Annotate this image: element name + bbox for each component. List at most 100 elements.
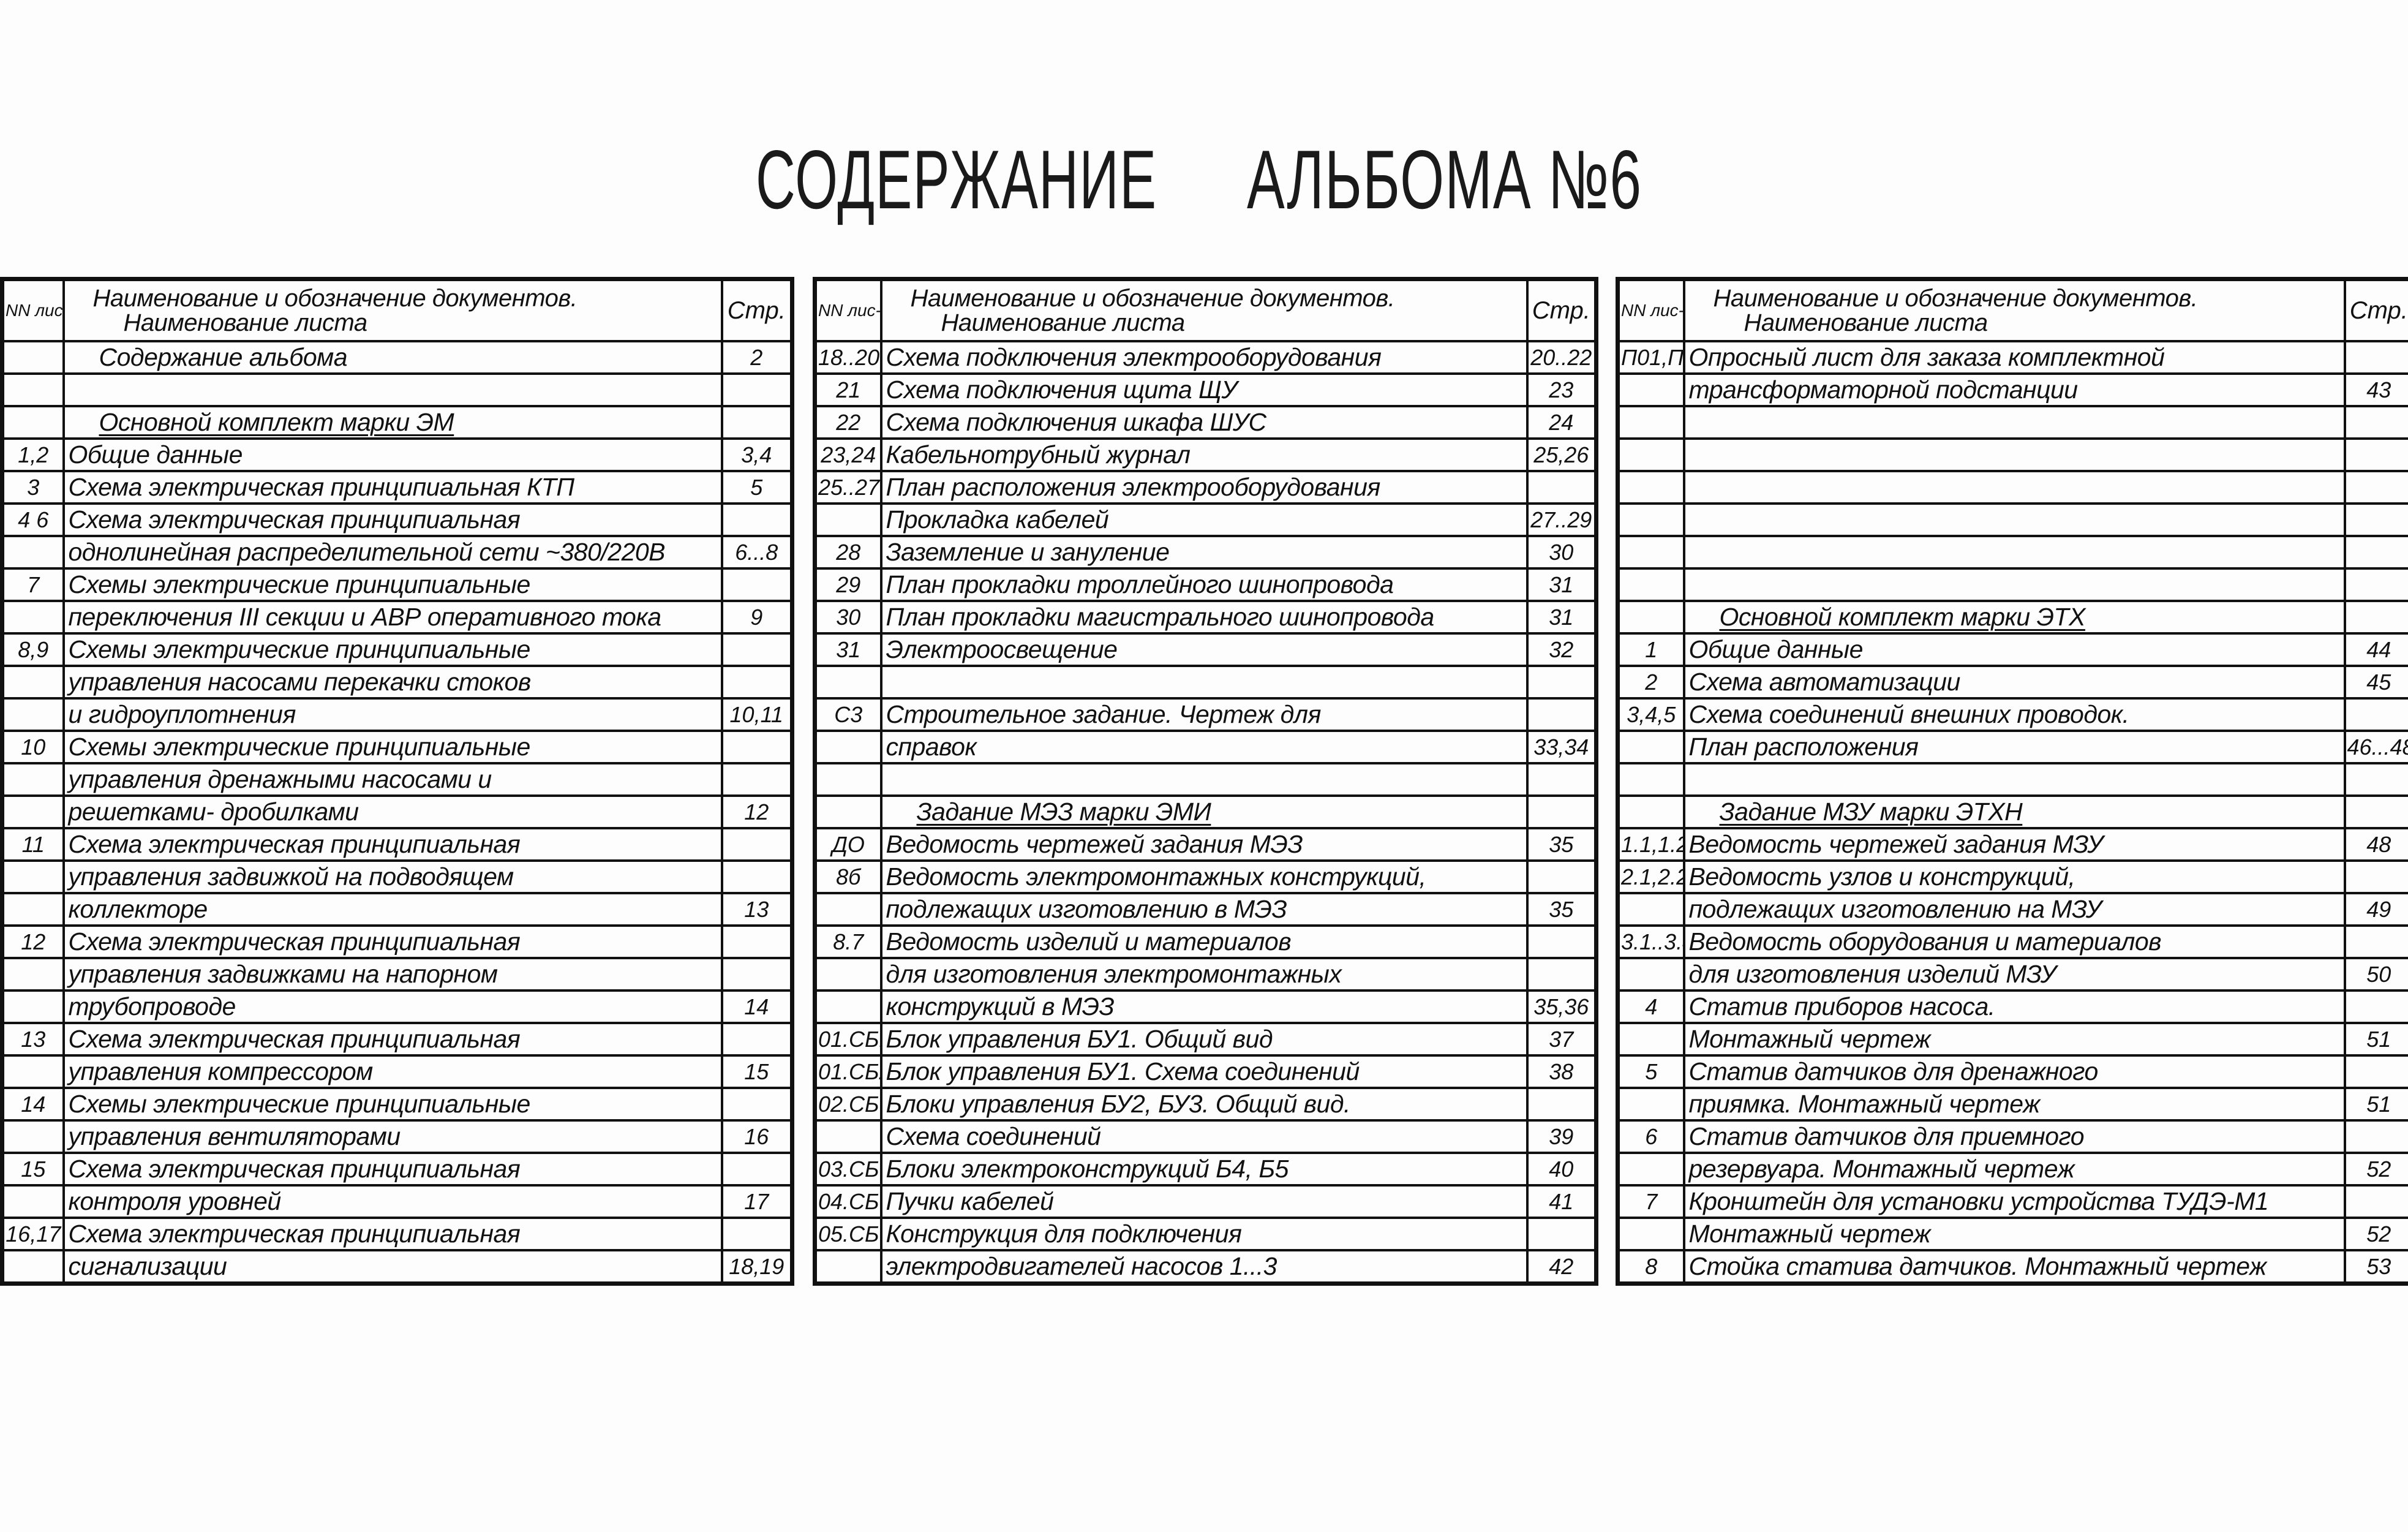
document-name-text: Схема подключения электрооборудования <box>886 343 1382 371</box>
table-row: управления вентиляторами 16 <box>1 1119 794 1154</box>
page-number <box>2343 762 2408 797</box>
document-name: резервуара. Монтажный чертеж <box>1682 1152 2346 1187</box>
sheet-number <box>1 1119 65 1154</box>
document-name-text: Схема автоматизации <box>1688 668 1961 696</box>
document-name-text: резервуара. Монтажный чертеж <box>1688 1155 2075 1183</box>
page-number <box>1526 859 1598 894</box>
document-name-text: управления дренажными насосами и <box>68 765 492 793</box>
document-name-text: Схема соединений внешних проводок. <box>1688 700 2130 728</box>
document-name <box>1682 762 2346 797</box>
sheet-number: 30 <box>813 600 882 635</box>
table-row: 25..27 План расположения электрооборудова… <box>813 470 1598 505</box>
table-row: Монтажный чертеж 52 <box>1616 1217 2408 1251</box>
page-number <box>2343 340 2408 375</box>
page-number: 9 <box>720 600 794 635</box>
document-name: электродвигателей насосов 1...3 <box>879 1249 1529 1285</box>
page-number: 16 <box>720 1119 794 1154</box>
document-name-text: Прокладка кабелей <box>886 505 1109 534</box>
document-name-text: управления вентиляторами <box>68 1122 401 1150</box>
sheet-number <box>1616 1022 1685 1057</box>
header-document-name: Наименование и обозначение документов. На… <box>1682 277 2346 342</box>
sheet-number: 15 <box>1 1152 65 1187</box>
document-name: Кронштейн для установки устройства ТУДЭ-… <box>1682 1184 2346 1219</box>
document-name-text: Схемы электрические принципиальные <box>68 570 531 598</box>
document-name: Монтажный чертеж <box>1682 1022 2346 1057</box>
document-name <box>879 665 1529 700</box>
table-row <box>1616 567 2408 602</box>
header-sheet-number: NN лис- тов <box>1616 277 1685 342</box>
sheet-number: 1 <box>1616 632 1685 667</box>
sheet-number <box>1616 405 1685 440</box>
document-name-text: Блок управления БУ1. Схема соединений <box>886 1057 1360 1085</box>
table-row: 3,4,5 Схема соединений внешних проводок. <box>1616 697 2408 732</box>
page-number <box>1526 794 1598 829</box>
document-name: управления задвижкой на подводящем <box>62 859 723 894</box>
header-name-line-1: Наименование и обозначение документов. <box>910 285 1395 312</box>
table-row: для изготовления электромонтажных <box>813 957 1598 992</box>
sheet-number: 18..20 <box>813 340 882 375</box>
sheet-number: 2.1,2.2 <box>1616 859 1685 894</box>
sheet-number <box>813 892 882 927</box>
document-name: Прокладка кабелей <box>879 502 1529 537</box>
document-name-text: Конструкция для подключения <box>886 1220 1242 1248</box>
sheet-number <box>1616 957 1685 992</box>
header-page: Стр. <box>720 277 794 342</box>
table-row: С3 Строительное задание. Чертеж для <box>813 697 1598 732</box>
document-name-text: Схема электрическая принципиальная <box>68 505 521 534</box>
sheet-number: 29 <box>813 567 882 602</box>
page-number: 10,11 <box>720 697 794 732</box>
document-name-text: для изготовления изделий МЗУ <box>1688 960 2056 988</box>
document-name: Ведомость оборудования и материалов <box>1682 924 2346 959</box>
document-name-text: План прокладки магистрального шинопровод… <box>886 603 1435 631</box>
page-number: 35 <box>1526 892 1598 927</box>
document-name <box>1682 502 2346 537</box>
sheet-number: 23,24 <box>813 437 882 472</box>
page-number: 5 <box>720 470 794 505</box>
sheet-number <box>813 989 882 1024</box>
page-number: 23 <box>1526 372 1598 407</box>
table-row: 01.СБ1Блок управления БУ1. Общий вид 37 <box>813 1022 1598 1057</box>
document-name <box>1682 535 2346 570</box>
sheet-number <box>1616 600 1685 635</box>
table-row: Основной комплект марки ЭТХ <box>1616 600 2408 635</box>
page-number <box>720 1217 794 1251</box>
page-number <box>1526 924 1598 959</box>
table-row: 30 План прокладки магистрального шинопров… <box>813 600 1598 635</box>
document-name: Ведомость чертежей задания МЭЗ <box>879 827 1529 862</box>
document-name: управления вентиляторами <box>62 1119 723 1154</box>
sheet-number <box>1 957 65 992</box>
table-row: резервуара. Монтажный чертеж 52 <box>1616 1152 2408 1187</box>
sheet-number <box>1616 502 1685 537</box>
document-name: Кабельнотрубный журнал <box>879 437 1529 472</box>
page-number <box>1526 470 1598 505</box>
sheet-number: 8б <box>813 859 882 894</box>
document-name: Конструкция для подключения <box>879 1217 1529 1251</box>
sheet-number: 8,9 <box>1 632 65 667</box>
document-name: Статив приборов насоса. <box>1682 989 2346 1024</box>
sheet-number <box>1 665 65 700</box>
document-name-text: для изготовления электромонтажных <box>886 960 1342 988</box>
page-number <box>2343 437 2408 472</box>
document-name: для изготовления электромонтажных <box>879 957 1529 992</box>
document-name: Статив датчиков для дренажного <box>1682 1054 2346 1089</box>
document-name-text: Схема электрическая принципиальная <box>68 1155 521 1183</box>
table-row: 05.СБ Конструкция для подключения <box>813 1217 1598 1251</box>
page-number: 32 <box>1526 632 1598 667</box>
table-row: 3.1..3.4Ведомость оборудования и материа… <box>1616 924 2408 959</box>
document-name-text: Монтажный чертеж <box>1688 1220 1931 1248</box>
document-name: решетками- дробилками <box>62 794 723 829</box>
page-number: 51 <box>2343 1087 2408 1122</box>
sheet-number <box>1 1249 65 1285</box>
document-name-text: Опросный лист для заказа комплектной <box>1688 343 2165 371</box>
document-name: Общие данные <box>62 437 723 472</box>
sheet-number: 04.СБ <box>813 1184 882 1219</box>
page-number <box>2343 535 2408 570</box>
page-number: 43 <box>2343 372 2408 407</box>
document-name: Схема подключения шкафа ШУС <box>879 405 1529 440</box>
section-heading: Задание МЭЗ марки ЭМИ <box>879 794 1529 829</box>
page-number: 46...48 <box>2343 730 2408 764</box>
page-number <box>2343 1184 2408 1219</box>
document-name-text: Задание МЗУ марки ЭТХН <box>1719 798 2023 826</box>
document-name-text: переключения III секции и АВР оперативно… <box>68 603 662 631</box>
header-document-name: Наименование и обозначение документов. На… <box>879 277 1529 342</box>
